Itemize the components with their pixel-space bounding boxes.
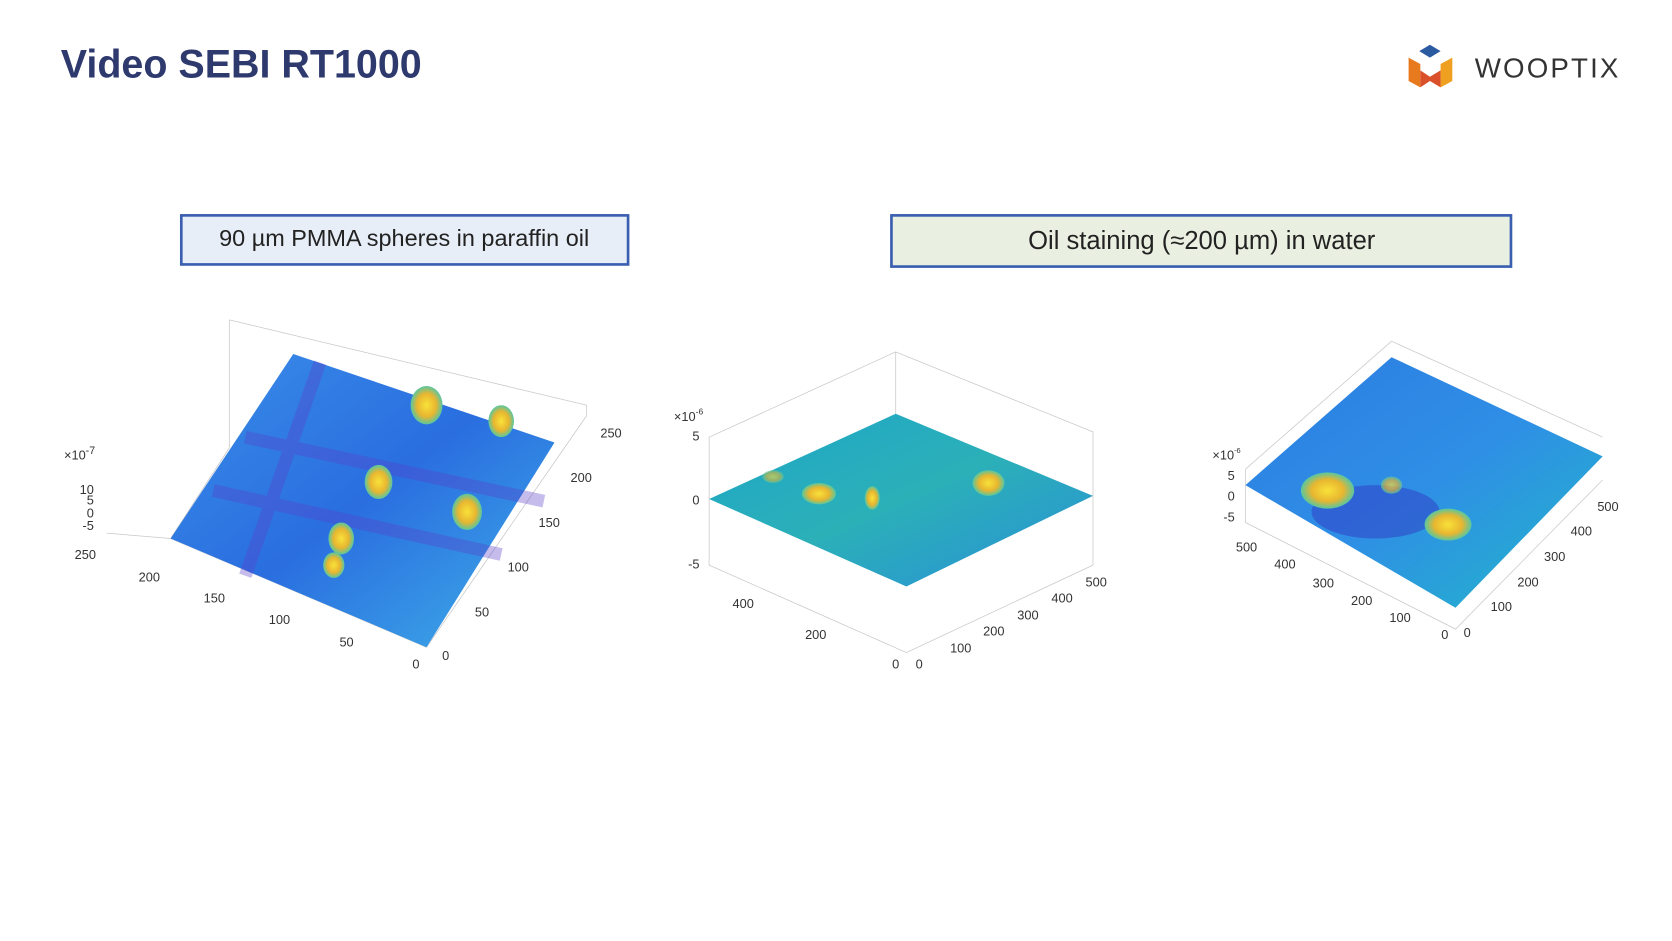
slide-title: Video SEBI RT1000 [61, 43, 422, 87]
caption-box [179, 214, 630, 266]
x-tick-label: 0 [1441, 627, 1448, 642]
axis-scale-exponent: -6 [1234, 446, 1241, 455]
y-tick-label: 0 [442, 648, 449, 663]
caption: 90 µm PMMA spheres in paraffin oil [219, 225, 589, 251]
x-tick-label: 100 [269, 612, 290, 627]
y-tick-label: 0 [916, 657, 923, 672]
z-tick-label: 5 [1228, 468, 1235, 483]
axis-scale-base: ×10 [674, 409, 696, 424]
y-tick-label: 150 [539, 515, 560, 530]
y-tick-label: 300 [1017, 608, 1038, 623]
x-tick-label: 0 [412, 657, 419, 672]
surface-plot [708, 351, 1094, 653]
z-tick-label: 5 [692, 429, 699, 444]
y-tick-label: 200 [983, 624, 1004, 639]
x-tick-label: 50 [339, 634, 353, 649]
axis-scale: ×10-6 [1212, 446, 1240, 463]
y-tick-label: 50 [475, 604, 489, 619]
surface-plot [106, 319, 587, 648]
z-tick-label: 0 [87, 505, 94, 520]
x-tick-label: 400 [733, 596, 754, 611]
logo-icon [1408, 44, 1453, 88]
logo-text: WOOPTIX [1475, 53, 1621, 84]
y-tick-label: 100 [1491, 599, 1512, 614]
x-tick-label: 300 [1313, 576, 1334, 591]
z-tick-label: -5 [688, 557, 699, 572]
y-tick-label: 100 [508, 560, 529, 575]
x-tick-label: 150 [204, 591, 225, 606]
y-tick-label: 0 [1464, 625, 1471, 640]
axis-scale: ×10-7 [64, 445, 95, 463]
z-tick-label: 0 [1228, 488, 1235, 503]
z-tick-label: -5 [82, 518, 93, 533]
y-tick-label: 300 [1544, 549, 1565, 564]
axis-scale: ×10-6 [674, 407, 704, 424]
z-tick-label: 10 [80, 482, 94, 497]
z-tick-label: 5 [87, 493, 94, 508]
y-tick-label: 250 [600, 425, 621, 440]
y-tick-label: 200 [1517, 575, 1538, 590]
x-tick-label: 400 [1274, 557, 1295, 572]
x-tick-label: 100 [1389, 610, 1410, 625]
y-tick-label: 500 [1086, 575, 1107, 590]
z-tick-label: -5 [1223, 510, 1234, 525]
axis-scale-base: ×10 [64, 448, 86, 463]
caption-box [890, 214, 1513, 268]
x-tick-label: 0 [892, 657, 899, 672]
axis-scale-exponent: -6 [696, 407, 704, 417]
caption: Oil staining (≈200 µm) in water [1028, 227, 1376, 255]
y-tick-label: 500 [1597, 499, 1618, 514]
x-tick-label: 200 [139, 569, 160, 584]
surface-plot [1245, 340, 1603, 630]
x-tick-label: 500 [1236, 539, 1257, 554]
axis-scale-exponent: -7 [86, 445, 96, 457]
y-tick-label: 400 [1051, 591, 1072, 606]
axis-scale-base: ×10 [1212, 448, 1234, 463]
z-tick-label: 0 [692, 493, 699, 508]
x-tick-label: 250 [75, 547, 96, 562]
y-tick-label: 200 [570, 470, 591, 485]
y-tick-label: 400 [1571, 523, 1592, 538]
x-tick-label: 200 [1351, 593, 1372, 608]
y-tick-label: 100 [950, 641, 971, 656]
x-tick-label: 200 [805, 627, 826, 642]
